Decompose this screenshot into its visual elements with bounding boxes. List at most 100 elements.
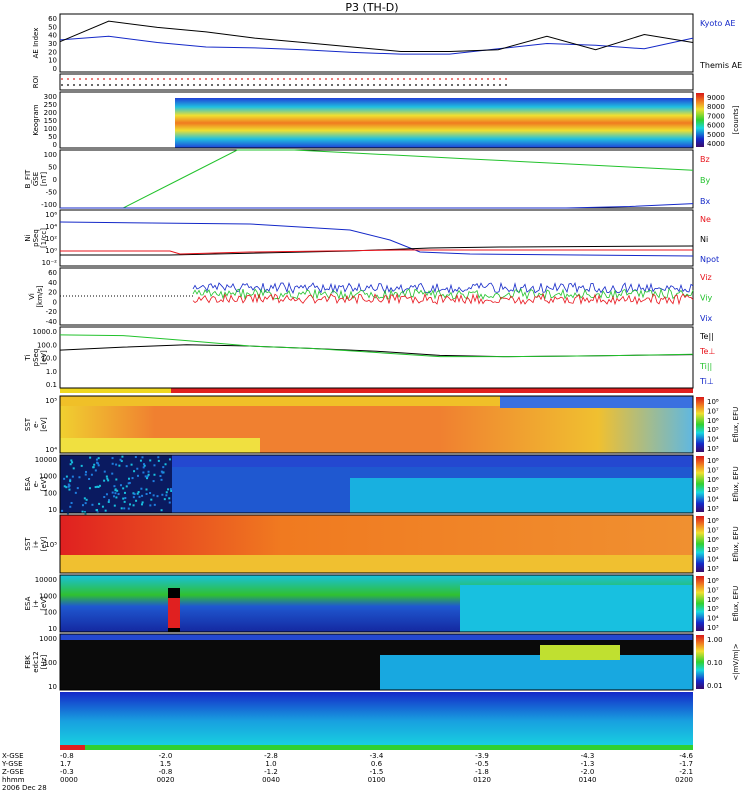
roi-dot: [145, 84, 147, 86]
esa-e-noise: [170, 490, 172, 492]
roi-dot: [115, 84, 117, 86]
x-tick-label: -4.3: [581, 752, 595, 760]
x-tick-label: -2.1: [679, 768, 693, 776]
esa-e-noise: [149, 504, 151, 506]
x-tick-label: 0200: [675, 776, 693, 784]
y-tick-label: 10⁰: [45, 247, 57, 255]
y-axis-label: ESA: [24, 477, 32, 491]
esa-e-noise: [96, 459, 98, 461]
x-tick-label: 0020: [157, 776, 175, 784]
esa-e-noise: [154, 504, 156, 506]
roi-dot: [349, 78, 351, 80]
esa-e-noise: [112, 457, 114, 459]
y-axis-label: SST: [24, 417, 32, 431]
esa-e-noise: [112, 463, 114, 465]
esa-e-noise: [92, 466, 94, 468]
x-axis-row-label: hhmm: [2, 776, 25, 784]
esa-e-noise: [142, 501, 144, 503]
roi-dot: [349, 84, 351, 86]
roi-dot: [493, 78, 495, 80]
esa-e-noise: [121, 456, 123, 458]
roi-dot: [91, 84, 93, 86]
esa-e-noise: [136, 468, 138, 470]
esa-e-noise: [118, 493, 120, 495]
roi-dot: [73, 84, 75, 86]
roi-dot: [379, 78, 381, 80]
esa-e-noise: [121, 507, 123, 509]
x-tick-label: 1.7: [60, 760, 71, 768]
roi-dot: [457, 84, 459, 86]
y-axis-label: e-: [32, 421, 40, 428]
roi-dot: [217, 84, 219, 86]
roi-dot: [475, 84, 477, 86]
colorbar-tick: 10⁸: [707, 398, 719, 406]
y-axis-label: Ni: [24, 234, 32, 241]
legend-entry: Ni: [700, 235, 708, 244]
fbk-e-burst: [540, 645, 620, 660]
esa-e-noise: [123, 507, 125, 509]
esa-e-noise: [142, 471, 144, 473]
roi-dot: [469, 84, 471, 86]
x-tick-label: 1.0: [265, 760, 276, 768]
esa-e-noise: [98, 503, 100, 505]
x-tick-label: 0120: [473, 776, 491, 784]
roi-dot: [109, 78, 111, 80]
legend-entry: Bz: [700, 155, 710, 164]
esa-e-noise: [77, 487, 79, 489]
roi-dot: [67, 84, 69, 86]
colorbar: [696, 456, 704, 512]
roi-dot: [115, 78, 117, 80]
roi-dot: [421, 78, 423, 80]
esa-e-noise: [126, 485, 128, 487]
colorbar-tick: 1.00: [707, 636, 723, 644]
roi-dot: [379, 84, 381, 86]
roi-dot: [181, 78, 183, 80]
colorbar-tick: 10⁷: [707, 586, 719, 594]
x-tick-label: -1.2: [264, 768, 278, 776]
esa-e-noise: [98, 457, 100, 459]
y-tick-label: 20: [48, 289, 57, 297]
colorbar-label: [counts]: [732, 105, 740, 134]
roi-dot: [451, 78, 453, 80]
series-line: [60, 36, 693, 54]
y-tick-label: 1000.0: [33, 328, 58, 336]
y-tick-label: 40: [48, 32, 57, 40]
esa-e-noise: [69, 480, 71, 482]
velocity-trace: [193, 283, 693, 293]
roi-dot: [133, 78, 135, 80]
colorbar-label: <|mV/m|>: [732, 643, 740, 680]
esa-e-noise: [102, 506, 104, 508]
y-tick-label: 50: [48, 23, 57, 31]
y-tick-label: 10⁴: [45, 223, 57, 231]
roi-dot: [193, 78, 195, 80]
roi-dot: [217, 78, 219, 80]
esa-e-noise: [169, 502, 171, 504]
esa-e-warm: [350, 478, 693, 513]
roi-dot: [361, 78, 363, 80]
roi-dot: [211, 78, 213, 80]
esa-e-noise: [115, 464, 117, 466]
panel-frame: [60, 327, 693, 388]
colorbar-tick: 0.10: [707, 659, 723, 667]
esa-e-noise: [162, 472, 164, 474]
y-axis-label: [eV]: [40, 417, 48, 432]
y-tick-label: 50: [48, 133, 57, 141]
y-tick-label: 100: [44, 151, 57, 159]
esa-e-noise: [112, 492, 114, 494]
roi-dot: [241, 84, 243, 86]
y-tick-label: 10: [48, 506, 57, 514]
roi-dot: [385, 78, 387, 80]
esa-e-noise: [170, 488, 172, 490]
y-axis-label: Ti: [24, 354, 32, 361]
roi-dot: [427, 78, 429, 80]
roi-dot: [79, 78, 81, 80]
esa-e-noise: [140, 488, 142, 490]
esa-e-noise: [114, 492, 116, 494]
esa-e-noise: [108, 499, 110, 501]
esa-e-noise: [158, 460, 160, 462]
roi-dot: [343, 84, 345, 86]
roi-dot: [253, 78, 255, 80]
esa-e-noise: [89, 457, 91, 459]
y-tick-label: 10⁵: [45, 541, 57, 549]
esa-e-noise: [85, 502, 87, 504]
